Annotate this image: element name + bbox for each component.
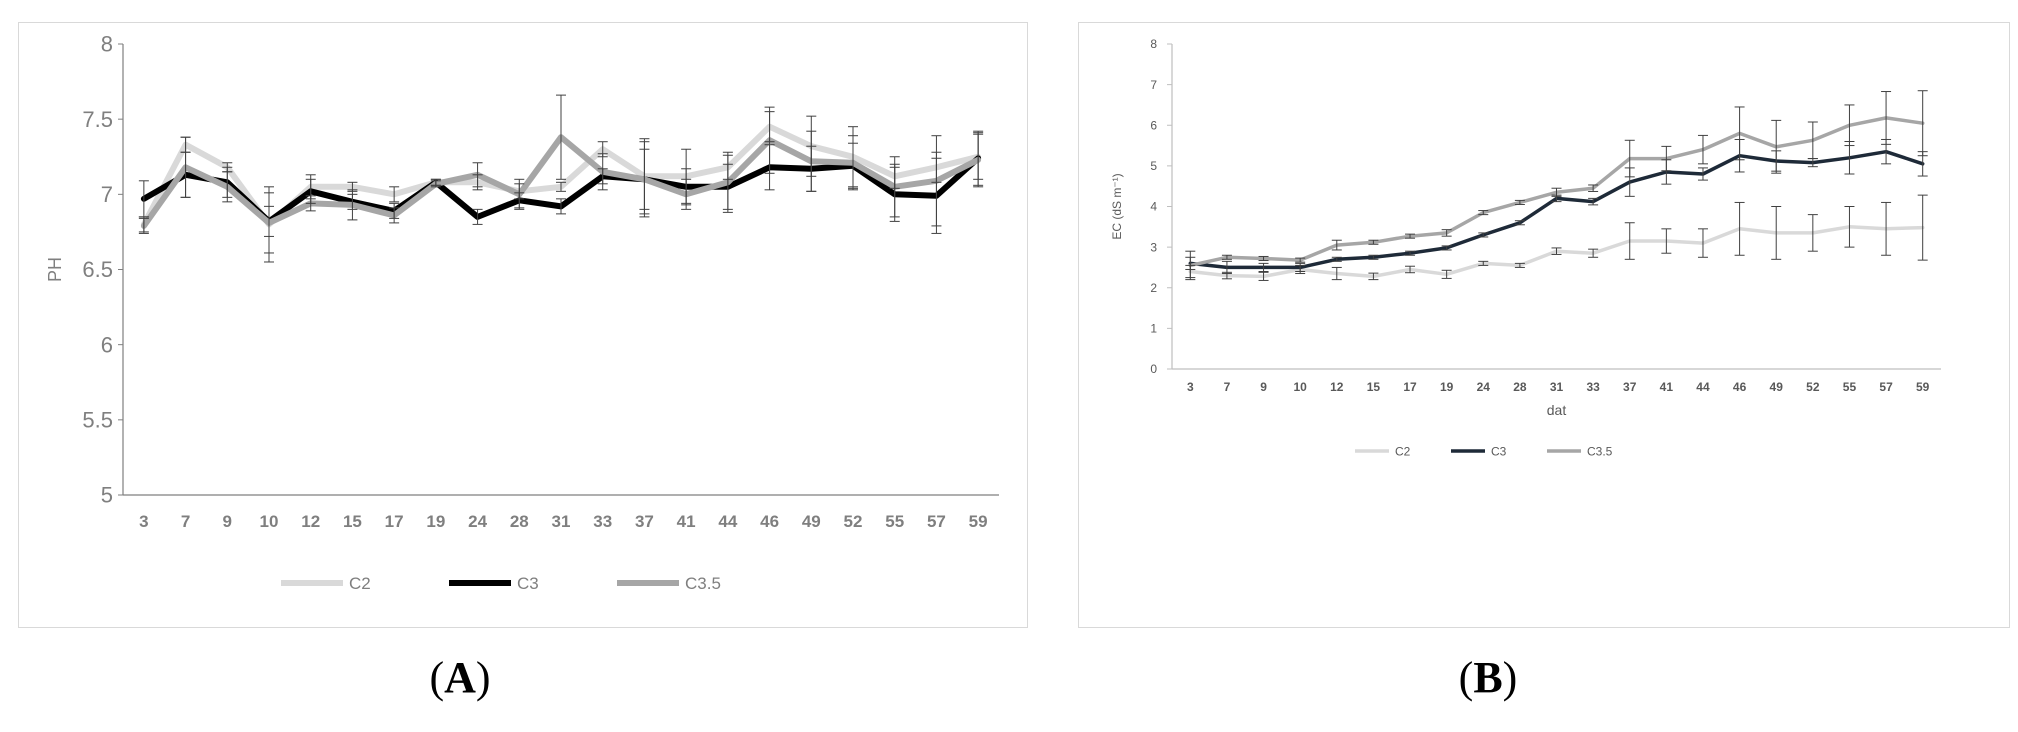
x-tick-label: 55 — [1843, 380, 1857, 394]
x-tick-label: 7 — [1224, 380, 1231, 394]
panel-label-b: (B) — [1458, 653, 1518, 702]
x-tick-label: 49 — [802, 512, 821, 531]
x-tick-label: 52 — [844, 512, 863, 531]
x-tick-label: 33 — [593, 512, 612, 531]
x-tick-label: 17 — [1403, 380, 1417, 394]
y-tick-label: 3 — [1150, 240, 1157, 254]
x-tick-label: 28 — [510, 512, 529, 531]
chart-panel-b: 0 1 2 3 4 5 6 7 8 3 7 9 10 12 15 17 19 24 28 31 33 37 41 44 46 49… — [1078, 22, 2010, 628]
x-tick-label: 59 — [969, 512, 988, 531]
x-tick-label: 52 — [1806, 380, 1820, 394]
x-tick-label: 57 — [927, 512, 946, 531]
x-tick-label: 59 — [1916, 380, 1930, 394]
legend-label-C3: C3 — [1491, 444, 1507, 458]
y-axis-label: PH — [45, 257, 65, 282]
y-tick-label: 2 — [1150, 281, 1157, 295]
panel-label-a: (A) — [429, 653, 491, 702]
y-tick-label: 6.5 — [82, 257, 113, 282]
x-tick-label: 9 — [223, 512, 232, 531]
x-tick-label: 3 — [1187, 380, 1194, 394]
x-tick-label: 15 — [343, 512, 362, 531]
legend-label-C2: C2 — [1395, 444, 1411, 458]
x-tick-label: 37 — [1623, 380, 1637, 394]
x-tick-label: 33 — [1586, 380, 1600, 394]
y-tick-label: 5.5 — [82, 408, 113, 433]
y-tick-label: 8 — [1150, 37, 1157, 51]
x-tick-label: 12 — [301, 512, 320, 531]
x-tick-label: 9 — [1260, 380, 1267, 394]
x-tick-label: 19 — [1440, 380, 1454, 394]
x-tick-label: 41 — [677, 512, 696, 531]
x-tick-label: 10 — [260, 512, 279, 531]
x-tick-label: 55 — [885, 512, 904, 531]
x-tick-label: 57 — [1879, 380, 1893, 394]
x-tick-label: 12 — [1330, 380, 1344, 394]
x-axis-label: dat — [1547, 402, 1567, 418]
y-tick-label: 7 — [101, 182, 113, 207]
legend-label-C3.5: C3.5 — [685, 574, 721, 593]
x-tick-label: 3 — [139, 512, 148, 531]
legend-label-C3.5: C3.5 — [1587, 444, 1613, 458]
x-tick-label: 24 — [468, 512, 487, 531]
y-tick-label: 1 — [1150, 322, 1157, 336]
x-tick-label: 19 — [426, 512, 445, 531]
x-tick-label: 46 — [760, 512, 779, 531]
x-tick-label: 31 — [1550, 380, 1564, 394]
x-tick-label: 7 — [181, 512, 190, 531]
y-tick-label: 0 — [1150, 362, 1157, 376]
y-tick-label: 5 — [1150, 159, 1157, 173]
x-tick-label: 37 — [635, 512, 654, 531]
y-tick-label: 6 — [1150, 118, 1157, 132]
x-tick-label: 24 — [1477, 380, 1491, 394]
y-tick-label: 5 — [101, 483, 113, 508]
x-tick-label: 31 — [552, 512, 571, 531]
y-tick-label: 7.5 — [82, 107, 113, 132]
x-tick-label: 28 — [1513, 380, 1527, 394]
y-tick-label: 7 — [1150, 78, 1157, 92]
x-tick-label: 15 — [1367, 380, 1381, 394]
x-tick-label: 17 — [385, 512, 404, 531]
ph-chart: 55.566.577.583 7 9 10 12 15 17 19 24 28 31 33 37 41 44… — [45, 32, 999, 593]
legend-label-C2: C2 — [349, 574, 371, 593]
y-tick-label: 6 — [101, 332, 113, 357]
x-tick-label: 46 — [1733, 380, 1747, 394]
chart-panel-a: 5 5.5 6 6.5 7 7.5 8 3 7 9 10 12 15 17 19 24 28 31 33 37 41 44… — [18, 22, 1028, 628]
x-tick-label: 44 — [718, 512, 737, 531]
y-tick-label: 8 — [101, 32, 113, 57]
y-tick-label: 4 — [1150, 200, 1157, 214]
legend-label-C3: C3 — [517, 574, 539, 593]
x-tick-label: 49 — [1770, 380, 1784, 394]
x-tick-label: 44 — [1696, 380, 1710, 394]
x-tick-label: 10 — [1293, 380, 1307, 394]
x-tick-label: 41 — [1660, 380, 1674, 394]
y-axis-label: EC (dS m⁻¹) — [1110, 173, 1124, 239]
